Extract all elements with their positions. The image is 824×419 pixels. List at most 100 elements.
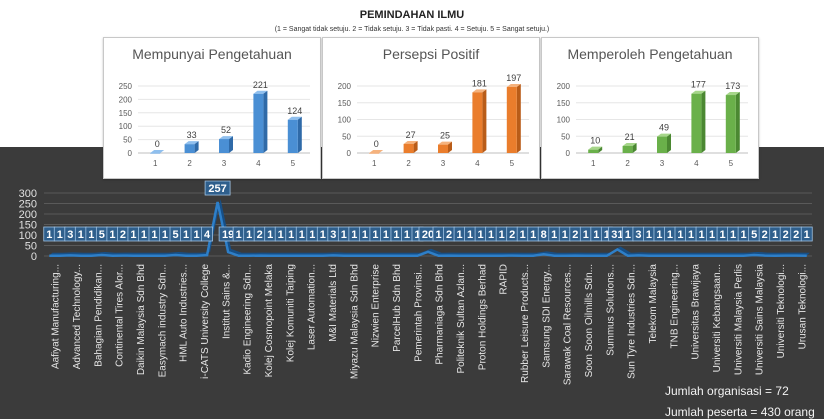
y-tick-label: 150 [119, 109, 133, 118]
data-label: 1 [548, 226, 561, 242]
series-line [49, 201, 807, 258]
bar-top [622, 142, 637, 146]
chart-title: Mempunyai Pengetahuan [132, 46, 292, 62]
data-label: 1 [190, 226, 203, 242]
bar-top [253, 90, 268, 94]
data-label: 221 [253, 80, 268, 90]
bar-top [691, 90, 706, 94]
data-label-text: 1 [530, 229, 536, 241]
x-tick-label: Universiti Malaysia Perlis [733, 264, 744, 375]
data-label: 181 [472, 78, 487, 88]
x-tick-label: Universiti Teknologi... [776, 264, 787, 358]
data-label: 1 [348, 226, 361, 242]
x-tick-label: Pemerintah Provinsi... [413, 264, 424, 362]
data-label: 52 [221, 125, 231, 135]
bar-front [403, 143, 414, 153]
data-label: 177 [691, 80, 706, 90]
data-label: 1 [706, 226, 718, 242]
data-label: 2 [790, 226, 803, 242]
bar [472, 89, 487, 153]
data-label-text: 1 [404, 229, 410, 241]
bar [725, 92, 740, 153]
data-label-text: 1 [309, 229, 315, 241]
data-label: 1 [264, 226, 277, 242]
data-label: 1 [316, 226, 329, 242]
data-label: 124 [287, 106, 302, 116]
y-tick-label: 0 [347, 149, 352, 158]
bar-chart-svg: 0 50 100 150 200 250 0 1 33 2 52 3 221 4 124 5 [119, 80, 310, 168]
y-tick-label: 100 [338, 116, 352, 125]
data-label-text: 1 [183, 229, 189, 241]
data-label: 1 [106, 226, 119, 242]
data-label-text: 1 [372, 229, 378, 241]
data-label-text: 1 [141, 229, 147, 241]
x-tick-label: Miyazu Malaysia Sdn Bhd [349, 264, 360, 379]
data-label-text: 1 [604, 229, 610, 241]
data-label-text: 1 [288, 229, 294, 241]
data-label: 4 [201, 226, 213, 242]
bar-top [588, 146, 603, 150]
data-label: 1 [527, 226, 540, 242]
y-tick-label: 100 [19, 230, 37, 242]
x-tick-label: 4 [256, 159, 261, 168]
organisation-count: Jumlah organisasi = 72 [665, 384, 789, 398]
bar [588, 146, 603, 153]
bar-side [263, 90, 268, 153]
x-tick-label: Kadio Engineering Sdn... [243, 264, 254, 375]
chart-mempunyai-pengetahuan: 0 50 100 150 200 250 0 1 33 2 52 3 221 4 124 5 Mempunya… [103, 37, 321, 179]
bar-top [219, 136, 233, 140]
bar [622, 142, 637, 153]
participant-count: Jumlah peserta = 430 orang [665, 405, 815, 419]
data-label-text: 5 [172, 229, 178, 241]
x-tick-label: 3 [222, 159, 227, 168]
bar [253, 90, 268, 153]
data-label: 1 [337, 226, 350, 242]
data-label-text: 1 [478, 229, 484, 241]
x-tick-label: HML Auto Industries... [179, 264, 190, 362]
data-label: 0 [374, 139, 379, 149]
data-label: 2 [758, 226, 771, 242]
bar-top [657, 133, 671, 137]
data-label-text: 1 [193, 229, 199, 241]
data-label: 25 [440, 131, 450, 141]
data-label-text: 1 [78, 229, 84, 241]
x-tick-label: Easymach industry Sdn... [157, 264, 168, 377]
y-tick-label: 200 [119, 95, 133, 104]
data-label-text: 1 [414, 229, 420, 241]
data-label: 1 [737, 226, 750, 242]
bar [438, 141, 452, 153]
x-tick-label: Universitas Brawijaya [691, 264, 702, 360]
data-label: 1 [464, 226, 476, 242]
bar-front [588, 149, 599, 153]
chart-memperoleh-pengetahuan: 0 50 100 150 200 10 1 21 2 49 3 177 4 173 5 Memperoleh… [541, 37, 759, 179]
data-label-text: 1 [656, 229, 662, 241]
bar-top [472, 89, 487, 93]
data-label: 1 [653, 226, 666, 242]
data-label: 1 [358, 226, 371, 242]
data-label-text: 1 [341, 229, 347, 241]
data-label: 1 [453, 226, 466, 242]
data-label: 1 [138, 226, 150, 242]
data-label: 1 [516, 226, 529, 242]
x-tick-label: Politeknik Sultan Azlan... [456, 264, 467, 374]
data-label-text: 1 [688, 229, 694, 241]
y-tick-label: 50 [123, 136, 132, 145]
data-label-text: 31 [611, 229, 623, 241]
bar-side [632, 142, 637, 153]
bar-side [701, 90, 706, 153]
bar-side [297, 116, 302, 153]
y-tick-label: 100 [557, 116, 571, 125]
data-label-text: 4 [204, 229, 211, 241]
data-label-text: 1 [435, 229, 441, 241]
organisation-chart-panel: 0 50 100 150 200 250 300 1 1 3 1 1 5 1 2 1 1 1 1 5 1 1 4 257 19 1… [0, 147, 824, 419]
data-label-text: 1 [362, 229, 368, 241]
data-label-text: 2 [257, 229, 263, 241]
y-tick-label: 0 [31, 251, 37, 263]
data-label: 1 [579, 226, 592, 242]
x-tick-label: RAPID [499, 264, 510, 295]
data-label: 21 [625, 132, 635, 142]
data-label-text: 1 [583, 229, 589, 241]
x-tick-label: Advanced Technology... [72, 264, 83, 369]
data-label: 1 [474, 226, 487, 242]
data-label-text: 5 [751, 229, 757, 241]
